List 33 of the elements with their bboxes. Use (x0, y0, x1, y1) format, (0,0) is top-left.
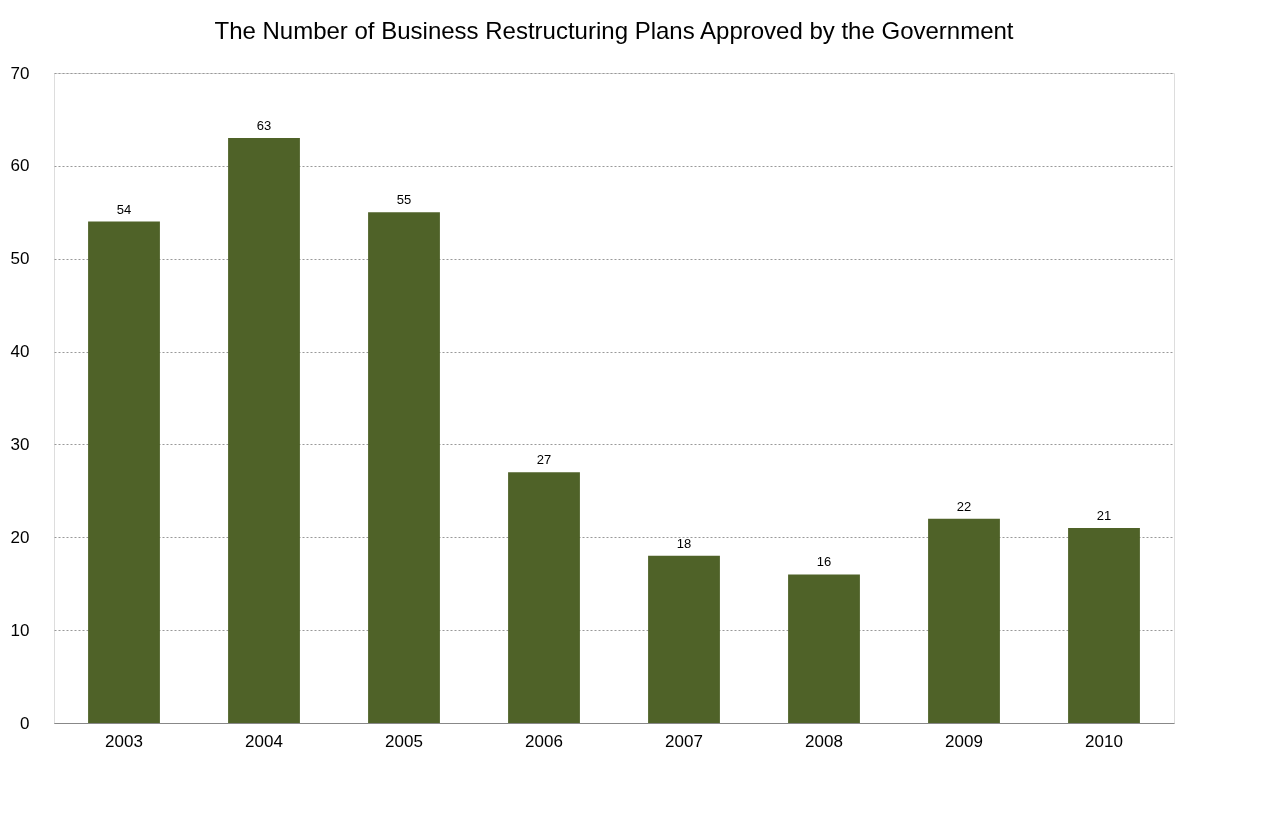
y-tick-label: 70 (10, 63, 30, 83)
y-tick-label: 40 (10, 342, 30, 362)
x-tick-label: 2003 (105, 731, 143, 751)
x-tick-label: 2005 (385, 731, 423, 751)
x-tick-label: 2010 (1085, 731, 1123, 751)
data-label: 27 (536, 452, 552, 468)
y-tick-label: 60 (10, 156, 30, 176)
data-label: 21 (1096, 508, 1112, 523)
data-label: 22 (956, 498, 972, 514)
x-tick-label: 2007 (665, 731, 703, 751)
x-tick-label: 2009 (945, 731, 983, 751)
bar (228, 138, 300, 723)
x-tick-label: 2004 (245, 731, 283, 751)
x-tick-label: 2008 (805, 731, 843, 751)
bar (88, 221, 160, 723)
bar (648, 555, 720, 723)
y-tick-label: 50 (10, 249, 30, 269)
y-tick-label: 30 (10, 434, 30, 454)
bar (1068, 528, 1140, 723)
chart-title: The Number of Business Restructuring Plans Approved by the Government (214, 17, 1014, 44)
bar (788, 574, 860, 723)
bar (368, 212, 440, 723)
data-label: 54 (116, 201, 132, 217)
data-label: 16 (816, 554, 832, 570)
y-tick-label: 20 (10, 527, 30, 547)
data-label: 63 (256, 118, 272, 133)
bar (928, 518, 1000, 723)
x-tick-label: 2006 (525, 731, 563, 751)
bar (508, 472, 580, 723)
y-tick-label: 0 (20, 713, 30, 733)
y-tick-label: 10 (10, 620, 30, 640)
data-label: 55 (396, 192, 412, 208)
data-label: 18 (676, 535, 692, 551)
